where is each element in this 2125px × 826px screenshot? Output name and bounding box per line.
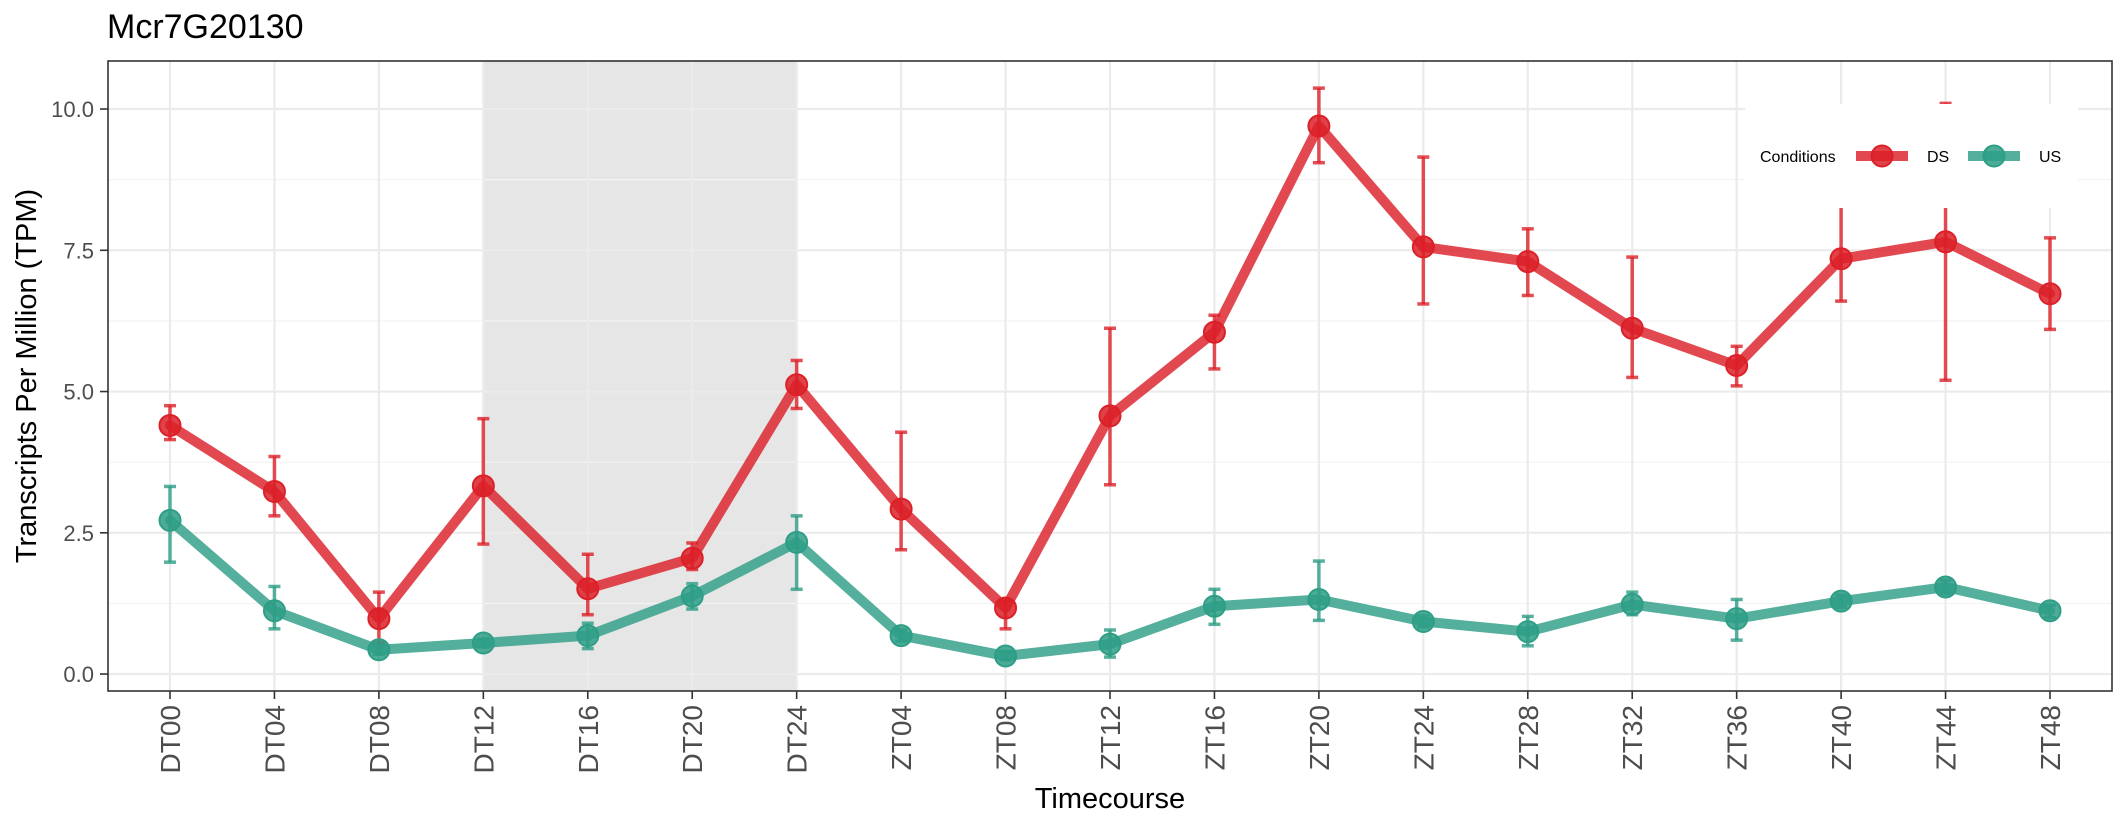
x-tick-label: DT24 [782,705,813,773]
x-tick-label: ZT40 [1826,705,1857,770]
data-point [1202,594,1226,618]
data-point [1307,587,1331,611]
data-point [576,624,600,648]
x-tick-label: DT20 [677,705,708,773]
data-point [471,474,495,498]
y-tick-label: 0.0 [63,662,94,687]
data-point [1620,593,1644,617]
x-tick-label: ZT04 [886,705,917,770]
data-point [262,480,286,504]
data-point [680,584,704,608]
x-tick-label: ZT24 [1408,705,1439,770]
data-point [1307,114,1331,138]
data-point [889,624,913,648]
legend-background [1745,104,2078,208]
legend: Conditions DS US [1745,104,2078,208]
series-us [158,484,2062,668]
y-tick-label: 5.0 [63,380,94,405]
x-tick-label: ZT16 [1199,705,1230,770]
x-tick-label: DT12 [468,705,499,773]
x-tick-label: DT00 [155,705,186,773]
data-point [785,530,809,554]
data-point [994,596,1018,620]
data-point [2038,282,2062,306]
data-point [1202,320,1226,344]
legend-label: DS [1927,149,1949,166]
x-tick-label: DT08 [364,705,395,773]
data-point [1098,404,1122,428]
data-point [785,373,809,397]
data-point [367,638,391,662]
legend-item-us: US [1968,144,2061,168]
chart-title: Mcr7G20130 [107,8,304,46]
x-tick-label: DT16 [573,705,604,773]
x-tick-label: ZT48 [2035,705,2066,770]
data-point [2038,599,2062,623]
x-tick-label: ZT44 [1931,705,1962,770]
legend-title: Conditions [1760,149,1836,166]
data-point [1516,250,1540,274]
x-axis-title: Timecourse [1035,783,1185,815]
y-tick-label: 7.5 [63,238,94,263]
shaded-region-layer [483,61,797,691]
data-point [262,599,286,623]
legend-item-ds: DS [1856,144,1949,168]
data-point [471,631,495,655]
x-tick-label: ZT28 [1513,705,1544,770]
data-point [680,546,704,570]
x-tick-label: DT04 [259,705,290,773]
data-point [576,577,600,601]
data-point [994,644,1018,668]
data-point [1098,632,1122,656]
y-tick-label: 2.5 [63,521,94,546]
data-point [1411,610,1435,634]
x-tick-label: ZT32 [1617,705,1648,770]
legend-key-point [1982,144,2006,168]
data-point [367,607,391,631]
data-point [1620,316,1644,340]
data-point [1829,589,1853,613]
x-tick-label: ZT12 [1095,705,1126,770]
legend-label: US [2039,149,2061,166]
data-point [1934,230,1958,254]
series-ds [158,86,2062,645]
y-axis-title: Transcripts Per Million (TPM) [11,189,43,563]
shaded-region [483,61,797,691]
legend-key-point [1870,144,1894,168]
data-point [1829,247,1853,271]
data-point [1725,354,1749,378]
data-point [158,413,182,437]
x-axis: DT00 DT04 DT08 DT12 DT16 DT20 DT24 ZT04 ZT08 ZT12… [155,691,2066,773]
y-tick-label: 10.0 [51,97,94,122]
data-point [1411,235,1435,259]
y-axis: 0.0 2.5 5.0 7.5 10.0 [51,97,108,687]
x-tick-label: ZT08 [991,705,1022,770]
data-point [889,497,913,521]
data-point [1934,575,1958,599]
data-point [1516,620,1540,644]
data-point [1725,607,1749,631]
series-layer [158,86,2062,668]
data-point [158,508,182,532]
x-tick-label: ZT20 [1304,705,1335,770]
x-tick-label: ZT36 [1722,705,1753,770]
